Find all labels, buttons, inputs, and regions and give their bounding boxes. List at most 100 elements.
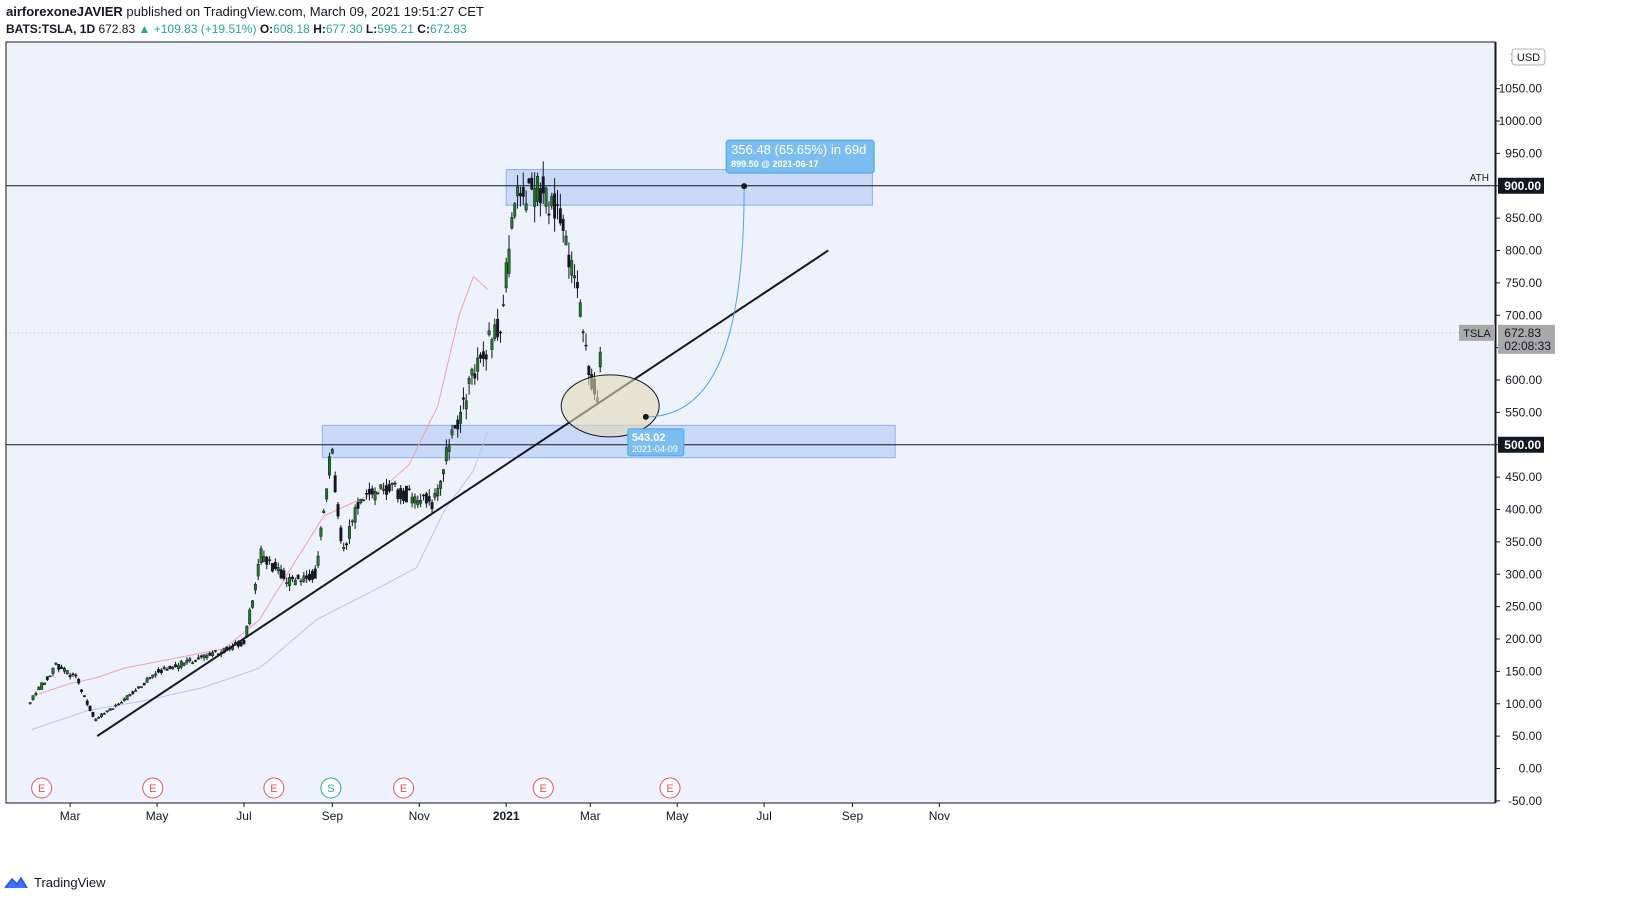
candle-down: [80, 689, 83, 692]
ema-short-line: [38, 275, 489, 695]
candle-down: [393, 482, 397, 485]
x-tick-label: May: [146, 809, 169, 823]
candle-up: [102, 713, 106, 715]
y-tick-label: 50.00: [1512, 729, 1542, 743]
candle-down: [194, 660, 197, 662]
y-tick-label: 850.00: [1505, 211, 1542, 225]
current-price-badge: [1498, 324, 1555, 354]
author-name[interactable]: airforexoneJAVIER: [6, 4, 123, 19]
candle-up: [188, 658, 192, 662]
candle-up: [154, 673, 158, 676]
candle-down: [479, 354, 482, 359]
candle-up: [253, 584, 257, 591]
candle-up: [416, 500, 420, 506]
candle-down: [521, 186, 525, 197]
last-price: 672.83: [98, 22, 136, 36]
event-marker-label: E: [666, 783, 673, 795]
candle-up: [245, 625, 249, 637]
candle-down: [333, 475, 337, 493]
candle-up: [410, 496, 414, 504]
candle-up: [202, 654, 206, 659]
candle-down: [88, 705, 92, 712]
event-marker-E: [659, 777, 681, 799]
candle-up: [379, 484, 383, 489]
candle-down: [541, 176, 545, 194]
candle-up: [439, 480, 443, 489]
candle-down: [527, 178, 531, 184]
candle-down: [57, 664, 61, 670]
candle-up: [544, 187, 548, 207]
candle-up: [211, 652, 215, 657]
candle-down: [165, 668, 169, 671]
highlight-ellipse: [560, 374, 660, 438]
candle-down: [74, 674, 78, 677]
price-badge: [1498, 436, 1544, 453]
candle-up: [28, 702, 32, 704]
candle-up: [359, 499, 363, 504]
y-tick-label: 550.00: [1505, 405, 1542, 419]
candle-down: [581, 331, 585, 334]
event-marker-E: [263, 777, 285, 799]
ohlc-legend: BATS:TSLA, 1D 672.83 ▲ +109.83 (+19.51%)…: [6, 21, 467, 37]
candle-down: [422, 494, 425, 497]
candle-up: [390, 482, 394, 485]
candle-down: [157, 669, 160, 673]
open-value: 608.18: [273, 22, 310, 36]
y-tick-label: 800.00: [1505, 244, 1542, 258]
y-tick-label: 600.00: [1505, 373, 1542, 387]
candle-up: [447, 445, 451, 452]
candle-up: [373, 491, 377, 501]
candle-down: [556, 204, 559, 206]
y-tick-label: -50.00: [1508, 794, 1542, 808]
candle-up: [501, 304, 505, 306]
event-marker-label: E: [270, 783, 277, 795]
candle-up: [134, 690, 138, 692]
candle-up: [285, 582, 289, 584]
candle-down: [587, 366, 591, 375]
candle-up: [524, 203, 528, 211]
candle-down: [499, 331, 502, 334]
y-tick-label: 700.00: [1505, 308, 1542, 322]
projection-start-box: [627, 428, 685, 457]
candle-up: [570, 260, 574, 276]
candle-down: [273, 562, 277, 569]
price-badge: [1498, 177, 1544, 194]
candle-up: [550, 196, 554, 207]
candle-up: [507, 248, 511, 274]
candle-up: [322, 510, 326, 513]
candle-down: [305, 575, 309, 579]
candle-down: [407, 488, 411, 491]
candle-up: [510, 217, 514, 229]
candle-down: [567, 254, 571, 268]
tradingview-footer[interactable]: TradingView: [4, 871, 106, 893]
candle-down: [430, 502, 434, 510]
publish-info: airforexoneJAVIER published on TradingVi…: [6, 4, 484, 20]
candle-down: [82, 695, 86, 697]
projection-start-date: 2021-04-09: [632, 444, 678, 454]
price-badge-label: 500.00: [1504, 438, 1541, 452]
candle-down: [242, 640, 246, 644]
candle-up: [259, 548, 263, 563]
candle-down: [296, 574, 300, 580]
candle-up: [350, 520, 354, 523]
candle-down: [239, 642, 243, 647]
candle-down: [174, 664, 178, 668]
y-tick-label: 200.00: [1505, 632, 1542, 646]
current-price-label: 672.83: [1504, 326, 1541, 340]
x-tick-label: Nov: [929, 809, 950, 823]
candle-down: [547, 213, 551, 216]
candle-up: [293, 579, 297, 586]
low-label: L:: [365, 22, 378, 36]
candle-up: [256, 563, 260, 577]
candle-up: [137, 686, 140, 689]
candle-up: [31, 695, 35, 700]
candle-down: [119, 702, 123, 704]
currency-label: USD: [1517, 52, 1540, 64]
candle-down: [402, 490, 406, 501]
candle-up: [65, 670, 69, 675]
candle-up: [316, 555, 320, 566]
candle-up: [476, 357, 480, 372]
projection-end-box: [725, 139, 875, 174]
candle-up: [62, 667, 66, 672]
